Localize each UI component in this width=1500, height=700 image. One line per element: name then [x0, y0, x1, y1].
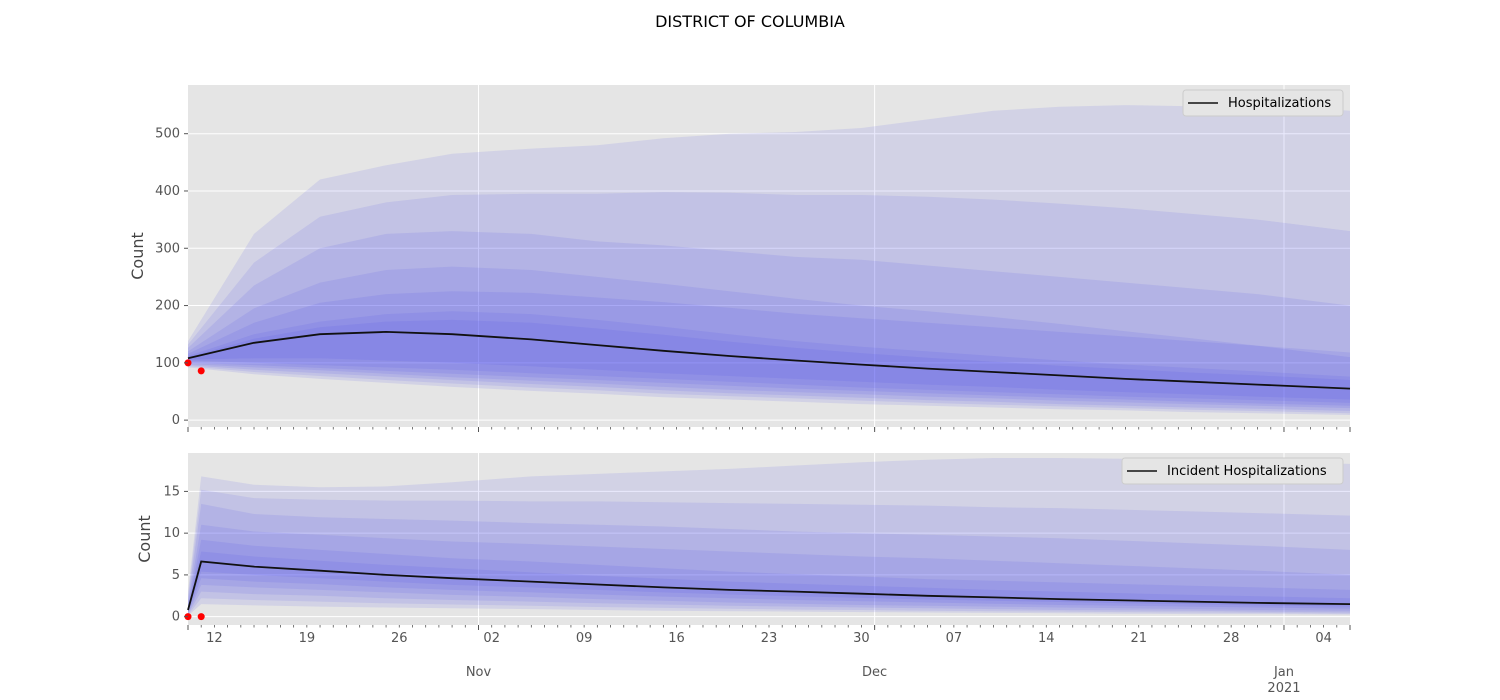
incident-quantile-bands [188, 458, 1350, 616]
hospitalizations-quantile-band [188, 319, 1350, 400]
hospitalizations-median [187, 330, 1351, 390]
incident-ytick-label: 5 [172, 568, 180, 583]
hospitalizations-median-line [187, 330, 1351, 390]
hospitalizations-legend-box [1182, 89, 1344, 117]
hospitalizations-y-ticks: 0 100 200 300 400 500 [155, 127, 188, 428]
incident-legend: Incident Hospitalizations [1121, 457, 1344, 485]
x-month-label: Jan [1273, 665, 1294, 680]
incident-median-line [187, 560, 1351, 611]
incident-quantile-band [188, 489, 1350, 615]
x-day-label: 02 [483, 631, 500, 646]
hospitalizations-quantile-band [188, 266, 1350, 409]
incident-quantile-band [188, 551, 1350, 612]
hospitalizations-ytick-label: 300 [155, 241, 180, 256]
incident-legend-label: Incident Hospitalizations [1167, 464, 1327, 479]
incident-x-ticks [187, 625, 1351, 630]
hospitalizations-x-ticks [187, 427, 1351, 432]
hospitalizations-panel: 0 100 200 300 400 500 Count Hospitalizations [128, 85, 1351, 432]
incident-ytick-label: 10 [163, 526, 180, 541]
x-day-label: 19 [299, 631, 316, 646]
hospitalizations-quantile-band [188, 231, 1350, 411]
x-day-label: 12 [206, 631, 223, 646]
x-day-label: 23 [761, 631, 778, 646]
x-day-label: 21 [1130, 631, 1147, 646]
incident-ylabel: Count [135, 515, 154, 563]
hospitalizations-legend: Hospitalizations [1182, 89, 1344, 117]
hospitalizations-ytick-label: 0 [172, 413, 180, 428]
hospitalizations-ytick-label: 200 [155, 299, 180, 314]
incident-observed-point [197, 613, 205, 621]
incident-y-ticks: 0 5 10 15 [163, 484, 188, 625]
incident-quantile-band [188, 503, 1350, 615]
x-day-label: 28 [1223, 631, 1240, 646]
hospitalizations-observations [184, 359, 205, 375]
incident-legend-box [1121, 457, 1344, 485]
x-day-label: 16 [668, 631, 685, 646]
x-day-label: 30 [853, 631, 870, 646]
hospitalizations-ylabel: Count [128, 232, 147, 280]
x-year-label: 2021 [1267, 681, 1300, 696]
hospitalizations-gridlines [188, 85, 1350, 427]
hospitalizations-quantile-band [188, 291, 1350, 406]
incident-quantile-band [188, 524, 1350, 614]
incident-quantile-band [188, 539, 1350, 613]
figure-title: DISTRICT OF COLUMBIA [655, 12, 845, 31]
x-day-label: 09 [576, 631, 593, 646]
x-day-label: 07 [946, 631, 963, 646]
hospitalizations-plot-area [188, 85, 1350, 427]
hospitalizations-quantile-bands [188, 103, 1350, 416]
x-day-label: 14 [1038, 631, 1055, 646]
hospitalizations-ytick-label: 500 [155, 127, 180, 142]
x-month-label: Dec [862, 665, 887, 680]
x-month-label: Nov [466, 665, 492, 680]
x-day-label: 04 [1315, 631, 1332, 646]
hospitalizations-quantile-band [188, 103, 1350, 416]
hospitalizations-ytick-label: 400 [155, 184, 180, 199]
hospitalizations-quantile-band [188, 311, 1350, 403]
incident-quantile-band [188, 458, 1350, 616]
incident-observations [184, 613, 205, 621]
x-day-label: 26 [391, 631, 408, 646]
incident-ytick-label: 15 [163, 484, 180, 499]
incident-ytick-label: 0 [172, 610, 180, 625]
hospitalizations-ytick-label: 100 [155, 356, 180, 371]
incident-median [187, 560, 1351, 611]
hospitalizations-legend-label: Hospitalizations [1228, 96, 1331, 111]
hospitalizations-quantile-band [188, 192, 1350, 414]
incident-hospitalizations-panel: 0 5 10 15 Count Incident Hospitalizations [135, 453, 1351, 630]
hospitalizations-observed-point [197, 367, 205, 375]
